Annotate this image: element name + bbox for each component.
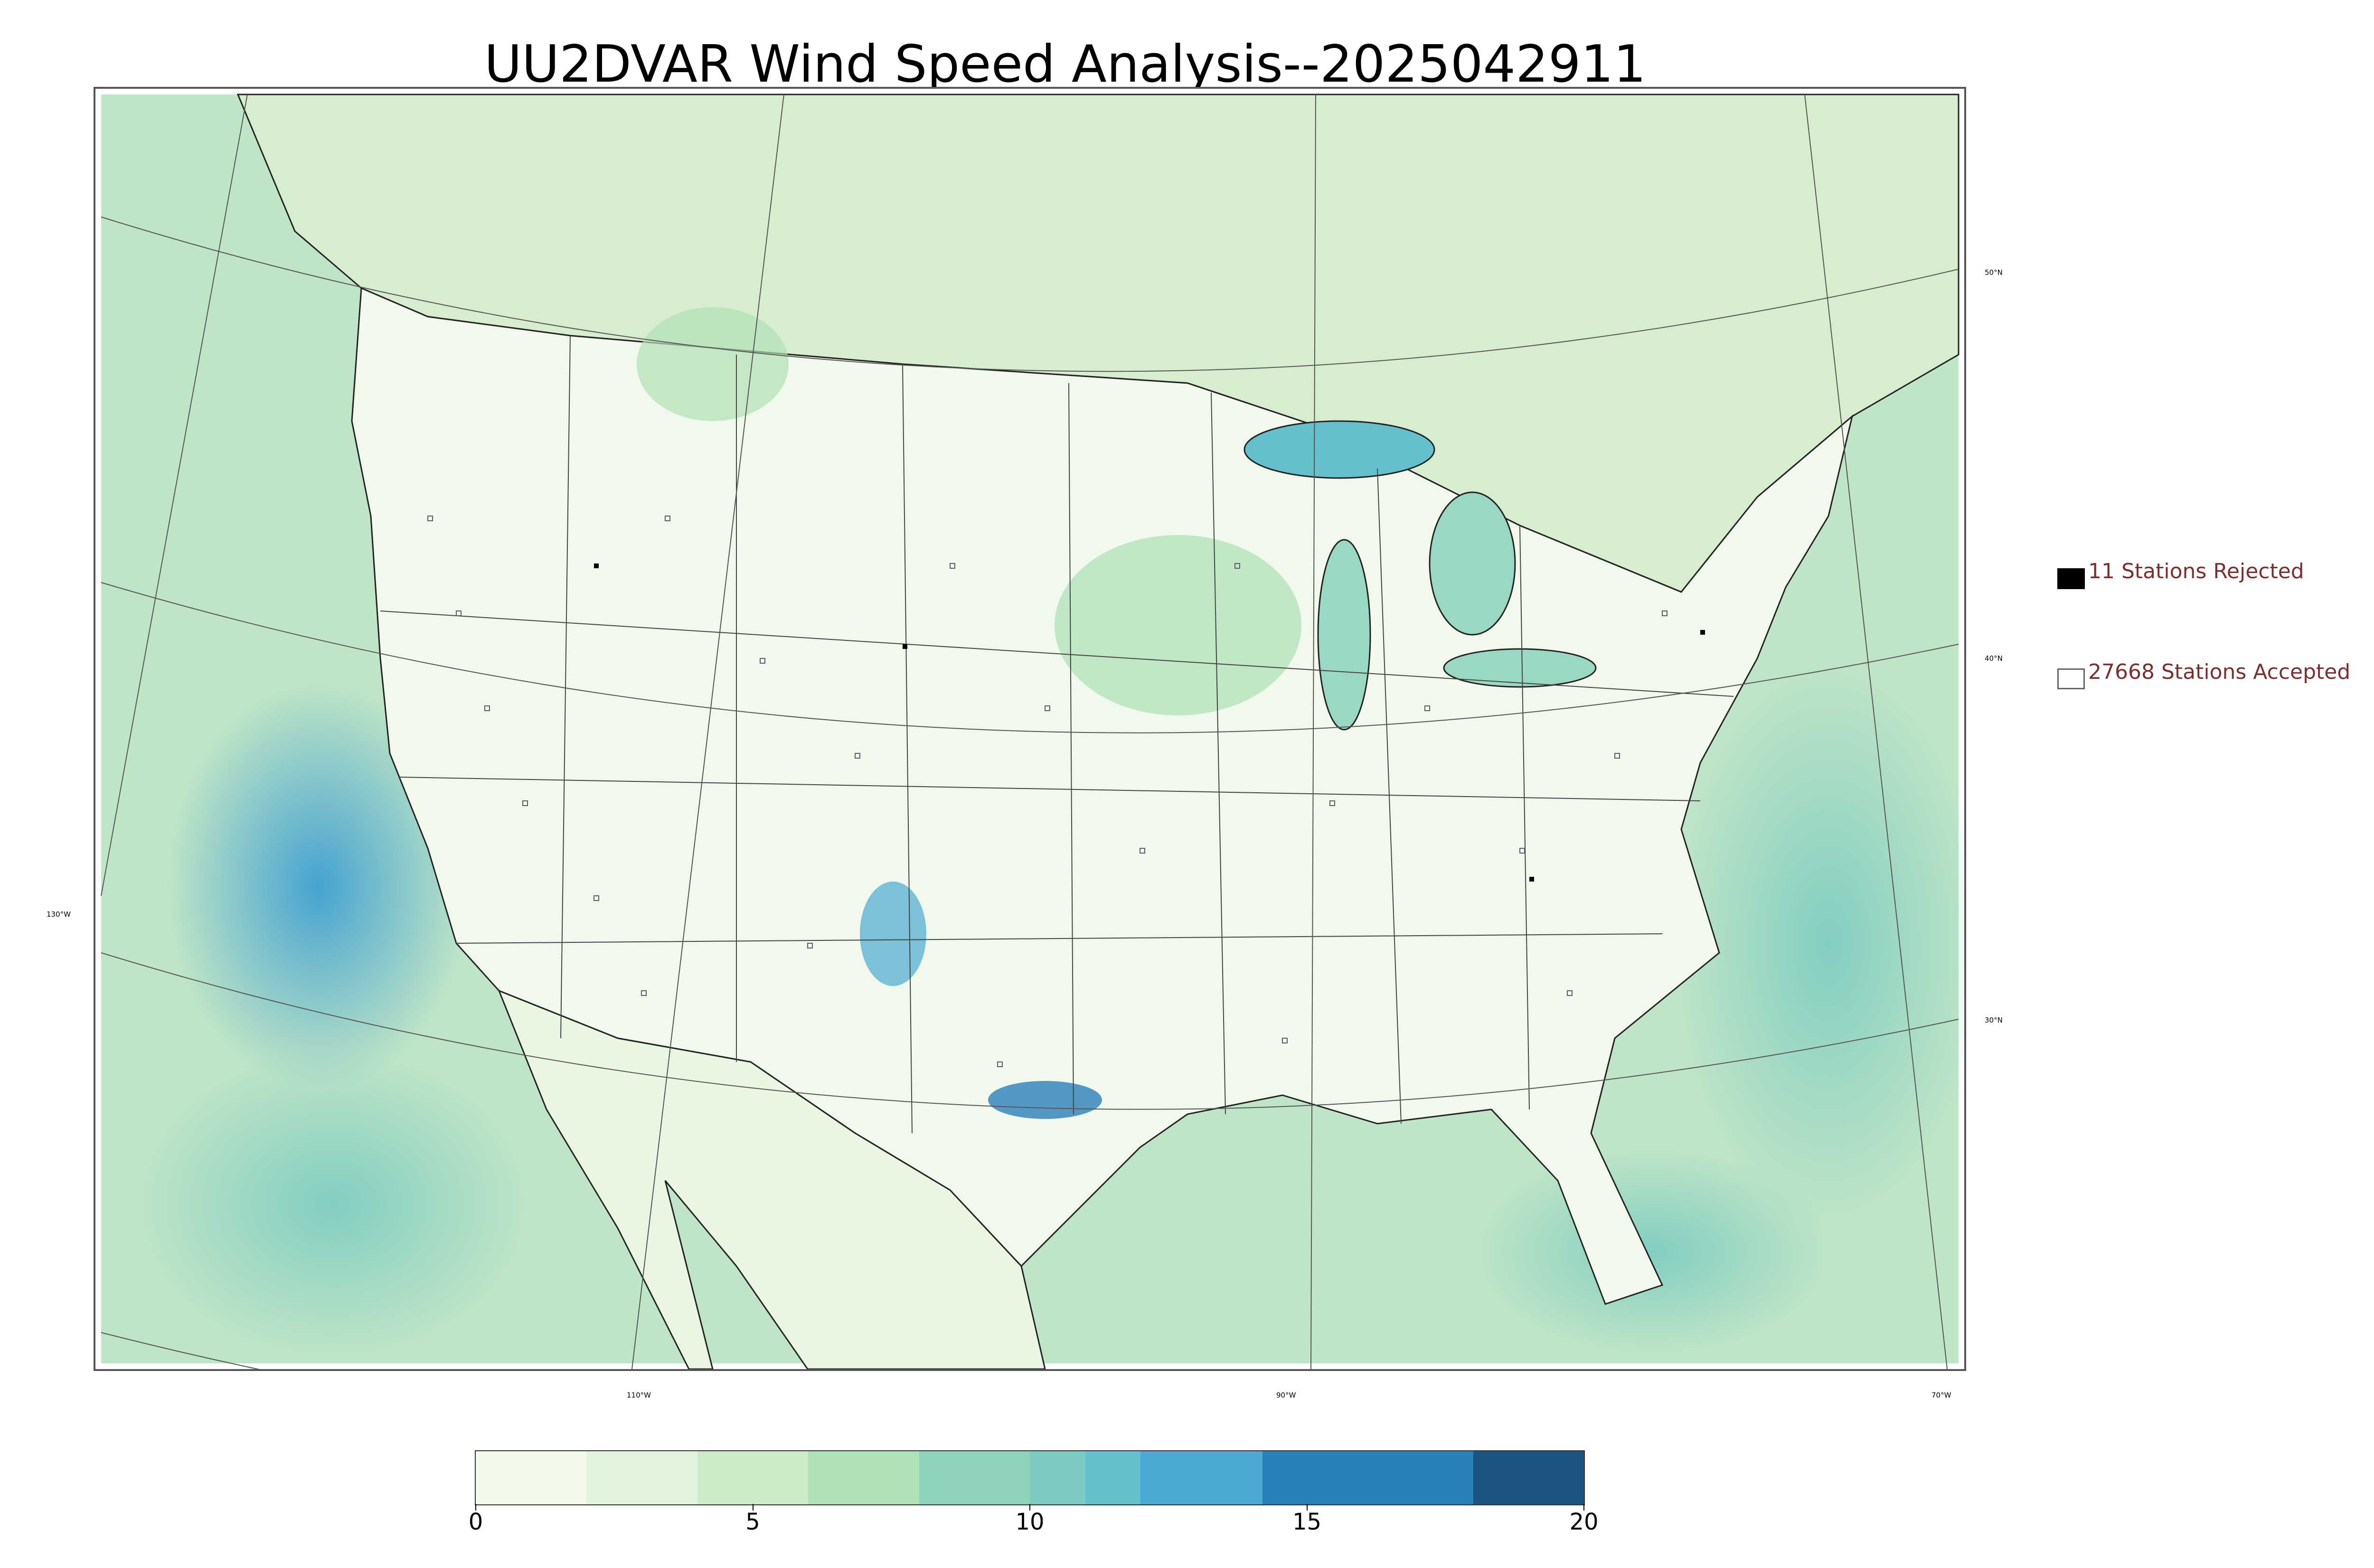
colorbar-band bbox=[1473, 1451, 1584, 1504]
lake-huron bbox=[1429, 491, 1516, 636]
wind-patch-texas bbox=[988, 1081, 1102, 1119]
chart-title: UU2DVAR Wind Speed Analysis--2025042911 bbox=[484, 35, 1646, 94]
colorbar bbox=[475, 1450, 1585, 1505]
map-panel bbox=[94, 87, 1966, 1371]
colorbar-band bbox=[808, 1451, 919, 1504]
legend-rejected-marker bbox=[2057, 568, 2085, 589]
state-boundaries bbox=[380, 335, 1734, 1134]
colorbar-band bbox=[1085, 1451, 1141, 1504]
colorbar-band bbox=[476, 1451, 587, 1504]
colorbar-tick-label: 20 bbox=[1569, 1509, 1599, 1535]
wind-maximum-pacific bbox=[167, 682, 471, 1090]
colorbar-tick bbox=[752, 1504, 754, 1511]
colorbar-tick-label: 5 bbox=[745, 1509, 760, 1535]
colorbar-tick bbox=[1306, 1504, 1308, 1511]
colorbar-band bbox=[586, 1451, 697, 1504]
colorbar-band bbox=[1262, 1451, 1473, 1504]
legend-accepted-label: 27668 Stations Accepted bbox=[2088, 660, 2351, 684]
wind-patch-nm bbox=[860, 882, 926, 986]
colorbar-tick bbox=[1029, 1504, 1030, 1511]
colorbar-tick bbox=[475, 1504, 476, 1511]
station-markers-accepted bbox=[427, 516, 1667, 1067]
wind-patch-plains bbox=[1055, 535, 1301, 715]
lake-superior bbox=[1244, 420, 1435, 479]
colorbar-band bbox=[1030, 1451, 1085, 1504]
lon-label-70w: 70°W bbox=[1931, 1391, 1951, 1399]
colorbar-tick bbox=[1583, 1504, 1584, 1511]
lat-label-40n: 40°N bbox=[1985, 654, 2003, 663]
wind-band-gulf bbox=[1472, 1147, 1833, 1356]
graticule bbox=[101, 94, 1959, 1369]
wind-patch-rockies bbox=[637, 307, 789, 421]
colorbar-tick-label: 10 bbox=[1015, 1509, 1045, 1535]
lake-michigan bbox=[1317, 539, 1371, 731]
colorbar-band bbox=[697, 1451, 809, 1504]
lat-label-50n: 50°N bbox=[1985, 268, 2003, 277]
colorbar-band bbox=[1140, 1451, 1263, 1504]
colorbar-tick-label: 15 bbox=[1292, 1509, 1322, 1535]
mexico-landmass bbox=[498, 989, 1046, 1369]
station-markers-rejected bbox=[594, 563, 1705, 882]
legend-rejected-label: 11 Stations Rejected bbox=[2088, 559, 2304, 583]
lon-label-110w: 110°W bbox=[627, 1391, 651, 1399]
lon-label-90w: 90°W bbox=[1276, 1391, 1296, 1399]
lat-label-30n: 30°N bbox=[1985, 1016, 2003, 1024]
wind-band-pacific-south bbox=[133, 1048, 532, 1361]
colorbar-tick-label: 0 bbox=[468, 1509, 483, 1535]
colorbar-band bbox=[919, 1451, 1030, 1504]
map-svg bbox=[101, 94, 1964, 1369]
lon-label-130w: 130°W bbox=[47, 910, 71, 919]
legend-accepted-marker bbox=[2057, 668, 2085, 689]
lake-erie bbox=[1443, 648, 1597, 688]
wind-band-atlantic bbox=[1672, 658, 1964, 1228]
